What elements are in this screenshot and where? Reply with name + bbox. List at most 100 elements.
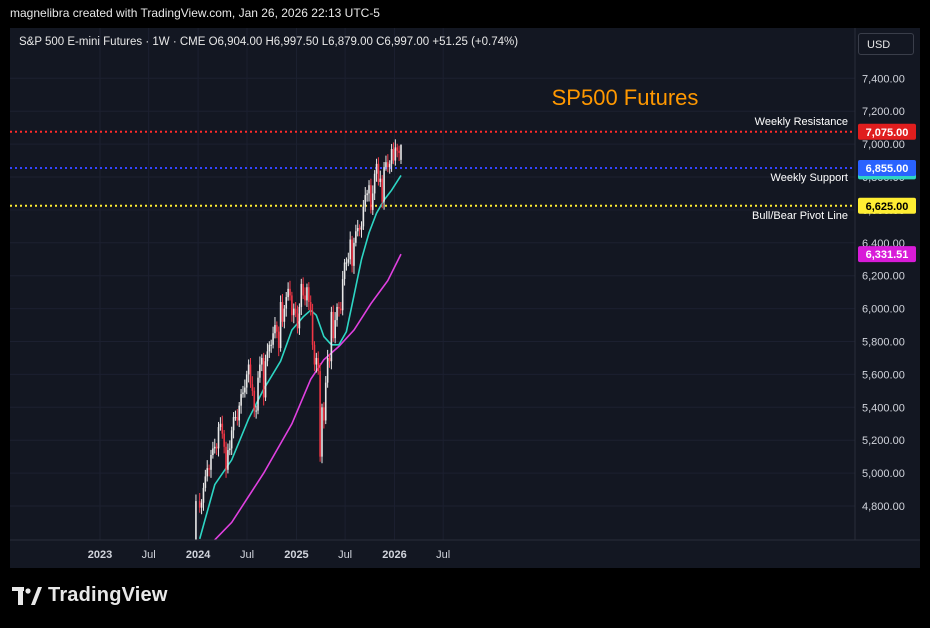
candle <box>308 282 310 311</box>
candle <box>208 464 210 477</box>
x-tick-label: Jul <box>142 549 156 561</box>
candle-body <box>392 149 395 161</box>
candle-body <box>266 351 269 362</box>
candle <box>281 293 284 327</box>
candle-body <box>368 185 370 194</box>
y-tick-label: 5,200.00 <box>862 435 905 447</box>
candle-body <box>349 239 352 260</box>
candle <box>236 409 239 426</box>
candle <box>373 170 376 201</box>
candle-body <box>315 357 318 365</box>
candle <box>260 354 263 372</box>
candle-body <box>330 311 333 362</box>
candle <box>221 415 224 439</box>
candle-body <box>242 392 244 395</box>
candle <box>394 139 397 166</box>
candle <box>311 303 314 350</box>
candle-body <box>257 377 259 411</box>
candle <box>400 144 402 165</box>
candle-body <box>229 448 231 451</box>
y-tick-label: 5,800.00 <box>862 337 905 349</box>
candle-body <box>298 306 301 329</box>
candle-body <box>251 384 254 391</box>
candle-body <box>283 308 286 322</box>
candle <box>279 295 282 352</box>
candle-body <box>400 144 402 160</box>
candle-body <box>309 302 312 312</box>
candle-body <box>324 382 327 421</box>
candle-body <box>396 147 399 151</box>
candle <box>387 154 389 173</box>
symbol-header[interactable]: S&P 500 E-mini Futures · 1W · CME O6,904… <box>19 36 519 48</box>
y-tick-label: 6,200.00 <box>862 271 905 283</box>
chart-area[interactable]: SP500 Futures Weekly Resistance Weekly Su… <box>10 28 920 573</box>
candle-body <box>294 308 297 314</box>
candle-body <box>212 448 214 456</box>
candle <box>232 412 235 439</box>
candle-body <box>364 195 367 207</box>
price-badge-text: 6,331.51 <box>866 249 909 261</box>
candle-body <box>340 308 342 311</box>
candle <box>340 302 342 314</box>
candle-body <box>381 178 383 202</box>
candle <box>204 469 207 492</box>
candle <box>313 341 316 372</box>
x-tick-label: Jul <box>240 549 254 561</box>
candle <box>358 224 361 237</box>
candle-body <box>366 193 368 196</box>
price-badge: 7,075.00 <box>858 123 916 140</box>
candle-body <box>268 344 271 352</box>
candle-body <box>387 162 389 168</box>
candle <box>200 499 203 515</box>
candle <box>206 460 209 482</box>
candle <box>210 449 212 478</box>
candle-body <box>358 227 361 230</box>
candle-body <box>326 357 329 383</box>
price-badge: 6,331.51 <box>858 246 916 263</box>
candle-body <box>341 278 344 311</box>
candle-body <box>234 417 237 419</box>
candle-body <box>247 364 250 375</box>
candle-body <box>334 320 336 339</box>
candle-body <box>385 162 387 168</box>
candle <box>296 305 299 334</box>
candle-body <box>223 433 225 447</box>
candle <box>251 376 254 396</box>
candle-body <box>272 333 274 345</box>
candle <box>398 145 400 162</box>
candle-body <box>204 476 207 488</box>
candle <box>321 403 323 464</box>
candle <box>253 387 256 418</box>
candle <box>212 441 214 459</box>
candle-body <box>394 147 397 161</box>
candle-body <box>230 430 233 449</box>
price-badge-text: 6,625.00 <box>866 201 909 213</box>
candle <box>317 351 320 375</box>
candle-body <box>253 390 256 411</box>
currency-button[interactable]: USD <box>858 33 914 55</box>
candle <box>364 187 367 212</box>
ma-long-line <box>213 253 402 540</box>
candle <box>229 440 231 456</box>
candle <box>255 405 257 419</box>
candle <box>368 180 370 202</box>
candle <box>356 219 359 237</box>
candle <box>396 143 399 158</box>
logo-wordmark: TradingView <box>48 584 168 606</box>
candle-body <box>343 262 346 279</box>
candle <box>264 354 267 402</box>
candle <box>272 326 274 349</box>
candle-body <box>388 163 391 168</box>
price-badges: 7,075.00 6,855.00 6,625.00 6,331.51 <box>858 123 916 263</box>
price-badge: 6,625.00 <box>858 197 916 214</box>
candle-body <box>206 468 209 477</box>
candle <box>283 304 286 329</box>
candle-body <box>390 149 393 164</box>
candle-body <box>355 231 357 243</box>
candle <box>390 143 393 172</box>
candle <box>257 371 259 415</box>
tradingview-logo[interactable]: TradingView <box>12 584 168 607</box>
candle <box>242 385 244 398</box>
candle <box>247 359 250 383</box>
candle-body <box>347 259 350 263</box>
